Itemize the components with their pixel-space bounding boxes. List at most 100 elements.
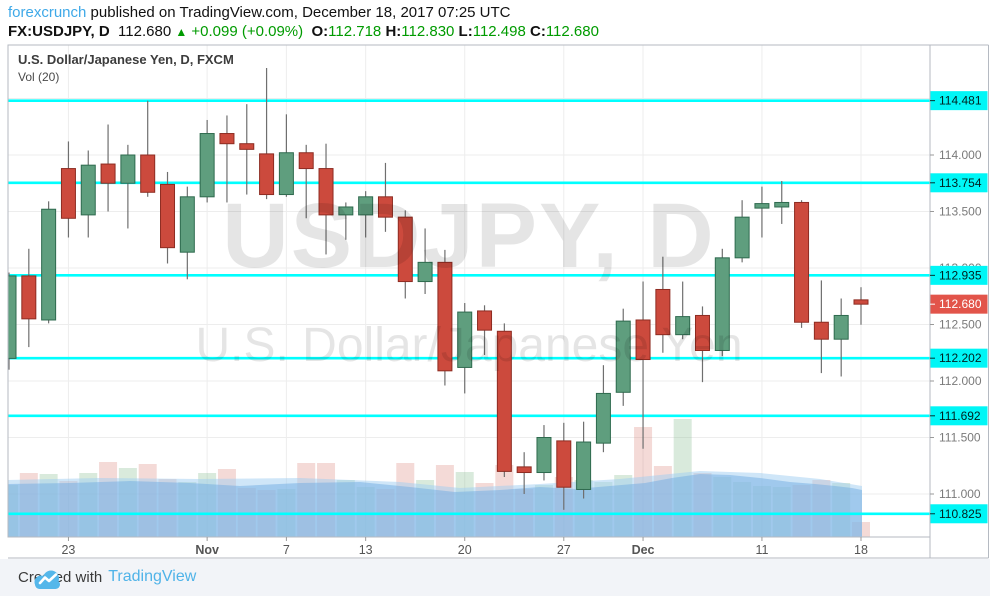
- candle-body: [694, 314, 710, 351]
- candlestick[interactable]: [635, 281, 651, 449]
- candlestick[interactable]: [377, 162, 393, 232]
- candlestick[interactable]: [694, 306, 710, 383]
- tradingview-brand-link[interactable]: TradingView: [108, 568, 197, 585]
- candlestick[interactable]: [80, 150, 96, 238]
- candlestick[interactable]: [397, 210, 413, 299]
- candlestick[interactable]: [595, 365, 611, 453]
- open-label: O:: [311, 23, 329, 40]
- candlestick[interactable]: [853, 287, 869, 325]
- candlestick[interactable]: [437, 249, 453, 386]
- price-tick-label: 114.000: [939, 148, 982, 162]
- candlestick[interactable]: [41, 201, 57, 324]
- close-value: 112.680: [545, 23, 599, 40]
- candlestick[interactable]: [774, 180, 790, 224]
- level-price-badge: 110.825: [930, 504, 988, 524]
- level-badge-label: 113.754: [939, 176, 982, 190]
- quote-bar: FX:USDJPY, D 112.680 ▲ +0.099 (+0.09%) O…: [8, 23, 599, 40]
- candlestick[interactable]: [536, 425, 552, 481]
- candlestick[interactable]: [199, 119, 215, 203]
- level-badge-label: 110.825: [939, 507, 982, 521]
- price-tick-label: 112.000: [939, 374, 982, 388]
- candlestick[interactable]: [21, 248, 37, 348]
- candlestick[interactable]: [278, 114, 294, 197]
- candle-body: [496, 330, 512, 472]
- tradingview-logo-icon[interactable]: [32, 568, 66, 592]
- candlestick[interactable]: [298, 144, 314, 219]
- candle-body: [754, 203, 770, 209]
- level-badge-label: 111.692: [939, 409, 981, 423]
- candle-body: [80, 164, 96, 216]
- candlestick[interactable]: [714, 248, 730, 357]
- publish-line: forexcrunch published on TradingView.com…: [8, 4, 511, 21]
- candle-body: [397, 216, 413, 283]
- level-badge-bg: [930, 173, 988, 193]
- time-tick-label: 23: [61, 543, 75, 557]
- price-tick-label: 111.500: [939, 431, 981, 445]
- candle-body: [259, 153, 275, 196]
- candlestick[interactable]: [417, 228, 433, 294]
- candle-body: [219, 133, 235, 145]
- level-price-badge: 114.481: [930, 91, 988, 111]
- candlestick[interactable]: [140, 100, 156, 197]
- candlestick[interactable]: [259, 67, 275, 200]
- up-triangle-icon: ▲: [175, 25, 188, 39]
- candlestick[interactable]: [60, 141, 76, 238]
- time-axis[interactable]: 23 Nov 7 13 20 27 Dec 11 18: [61, 537, 868, 557]
- chart-title: U.S. Dollar/Japanese Yen, D, FXCM: [18, 52, 234, 67]
- time-tick-label: 7: [283, 543, 290, 557]
- candlestick[interactable]: [556, 422, 572, 510]
- candle-body: [714, 257, 730, 351]
- candle-body: [615, 320, 631, 393]
- last-price: 112.680: [118, 23, 172, 40]
- candle-body: [853, 299, 869, 305]
- candlestick[interactable]: [338, 202, 354, 240]
- candle-body: [377, 196, 393, 218]
- candlestick[interactable]: [754, 186, 770, 238]
- candlestick[interactable]: [219, 115, 235, 203]
- candlestick[interactable]: [100, 124, 116, 212]
- candle-body: [635, 319, 651, 361]
- source-link[interactable]: forexcrunch: [8, 4, 87, 21]
- candlestick[interactable]: [358, 191, 374, 238]
- candle-body: [41, 208, 57, 321]
- time-tick-label: 13: [359, 543, 373, 557]
- candlestick[interactable]: [2, 272, 17, 370]
- candlestick[interactable]: [794, 200, 810, 328]
- candlestick[interactable]: [477, 305, 493, 356]
- candle-body: [278, 152, 294, 196]
- candlestick[interactable]: [160, 171, 176, 264]
- price-axis[interactable]: 114.000113.500113.000112.500112.000111.5…: [930, 91, 988, 524]
- candlestick[interactable]: [179, 186, 195, 280]
- candlestick[interactable]: [833, 298, 849, 377]
- plot-background: [8, 45, 930, 537]
- high-value: 112.830: [401, 23, 455, 40]
- low-value: 112.498: [472, 23, 526, 40]
- volume-indicator-label[interactable]: Vol (20): [18, 70, 60, 84]
- candle-body: [298, 152, 314, 170]
- candlestick[interactable]: [239, 104, 255, 195]
- candle-body: [655, 288, 671, 336]
- candle-body: [794, 201, 810, 323]
- time-tick-label: Dec: [632, 543, 655, 557]
- candle-body: [140, 154, 156, 193]
- symbol-label: FX:USDJPY, D: [8, 23, 110, 40]
- candlestick[interactable]: [655, 256, 671, 353]
- candlestick[interactable]: [734, 200, 750, 263]
- time-tick-label: 27: [557, 543, 571, 557]
- candlestick[interactable]: [318, 143, 334, 255]
- candlestick[interactable]: [813, 280, 829, 374]
- candlestick[interactable]: [120, 144, 136, 229]
- low-label: L:: [458, 23, 473, 40]
- candlestick[interactable]: [516, 452, 532, 494]
- candlestick[interactable]: [457, 303, 473, 394]
- candlestick[interactable]: [675, 281, 691, 340]
- candlestick[interactable]: [576, 421, 592, 499]
- level-badge-label: 112.202: [939, 351, 982, 365]
- candlestick[interactable]: [615, 308, 631, 406]
- candle-body: [734, 216, 750, 259]
- close-label: C:: [530, 23, 546, 40]
- level-price-badge: 113.754: [930, 173, 988, 193]
- candle-body: [21, 275, 37, 320]
- candlestick[interactable]: [496, 323, 512, 478]
